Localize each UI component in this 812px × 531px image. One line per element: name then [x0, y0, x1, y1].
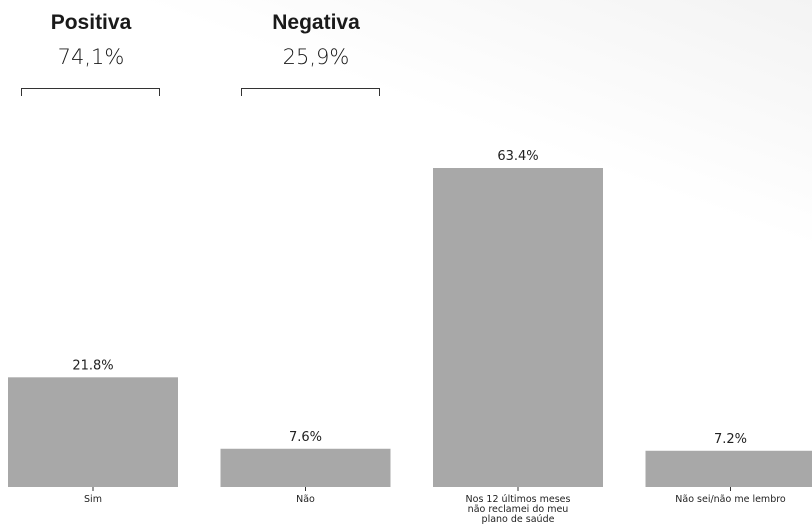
negative-bracket	[241, 88, 380, 96]
bar	[645, 450, 812, 487]
data-label: 21.8%	[72, 358, 113, 373]
negative-percentage: 25,9%	[282, 45, 350, 69]
x-tick-label: Nos 12 últimos meses	[466, 494, 571, 505]
positive-bracket	[21, 88, 160, 96]
x-tick-label: Sim	[84, 494, 102, 505]
x-tick-label: Não sei/não me lembro	[675, 494, 786, 505]
x-tick-label: Não	[296, 494, 315, 505]
data-label: 7.6%	[289, 430, 322, 445]
data-label: 63.4%	[497, 149, 538, 164]
data-label: 7.2%	[714, 432, 747, 447]
positive-group: Positiva 74,1%	[21, 8, 161, 72]
negative-title: Negativa	[272, 11, 360, 34]
positive-percentage: 74,1%	[57, 45, 125, 69]
bar	[220, 448, 391, 487]
negative-group: Negativa 25,9%	[246, 8, 386, 72]
x-tick-label: não reclamei do meu	[468, 504, 569, 515]
positive-title: Positiva	[50, 11, 132, 34]
x-tick-label: plano de saúde	[482, 514, 555, 525]
bar	[8, 377, 178, 487]
bar	[433, 168, 603, 487]
